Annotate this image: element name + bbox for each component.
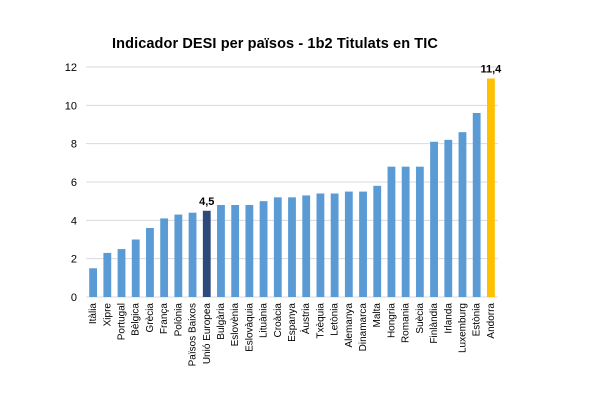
y-tick-label: 2	[71, 254, 77, 266]
chart-title: Indicador DESI per països - 1b2 Titulats…	[112, 36, 438, 52]
bar	[486, 78, 495, 297]
x-tick-label: Estònia	[472, 303, 483, 337]
x-tick-label: Portugal	[117, 303, 128, 340]
bar	[89, 268, 98, 297]
x-tick-label: Irlanda	[443, 303, 454, 334]
x-tick-label: França	[159, 303, 170, 335]
bar	[288, 197, 296, 297]
x-tick-label: Bèlgica	[131, 303, 142, 336]
bar	[231, 205, 240, 297]
data-label: 11,4	[480, 64, 502, 76]
bar	[131, 239, 140, 297]
bar	[430, 141, 438, 297]
bar	[146, 228, 154, 297]
bar	[188, 212, 197, 297]
y-tick-label: 0	[71, 292, 77, 304]
bar	[245, 205, 254, 297]
bar	[444, 139, 453, 297]
y-tick-label: 4	[71, 215, 77, 227]
x-tick-label: Malta	[372, 303, 383, 328]
x-tick-label: Hongria	[386, 303, 397, 338]
x-tick-label: Letònia	[330, 303, 341, 336]
y-tick-label: 8	[71, 139, 77, 151]
x-tick-label: Dinamarca	[358, 303, 369, 352]
y-tick-label: 12	[65, 62, 77, 74]
bar	[373, 185, 382, 297]
x-tick-label: Països Baixos	[188, 303, 199, 366]
x-tick-label: Andorra	[486, 303, 497, 339]
bar	[344, 191, 353, 297]
x-tick-label: Polònia	[173, 303, 184, 337]
x-tick-label: Àustria	[299, 303, 312, 335]
bar	[217, 205, 225, 297]
x-tick-label: Croàcia	[273, 303, 284, 338]
x-tick-label: Luxemburg	[457, 303, 468, 353]
x-tick-label: Espanya	[287, 303, 298, 342]
bar	[273, 197, 282, 297]
bar	[458, 132, 467, 297]
bar	[117, 249, 126, 297]
bar	[359, 191, 367, 297]
bar	[259, 201, 268, 297]
x-tick-label: Alemanya	[344, 303, 355, 348]
x-tick-label: Itàlia	[88, 303, 99, 325]
bar	[302, 195, 311, 297]
bar	[387, 166, 396, 297]
y-tick-label: 10	[65, 100, 77, 112]
data-label: 4,5	[199, 196, 214, 208]
bar	[316, 193, 325, 297]
y-tick-label: 6	[71, 177, 77, 189]
x-tick-label: Suècia	[415, 303, 426, 334]
x-tick-label: Txèquia	[315, 303, 326, 339]
bar	[401, 166, 410, 297]
x-tick-label: Eslovènia	[230, 303, 241, 347]
x-tick-label: Bulgària	[216, 303, 227, 340]
x-tick-label: Xipre	[102, 303, 113, 327]
x-tick-label: Unió Europea	[202, 303, 213, 365]
bar	[202, 210, 211, 297]
bar	[174, 214, 183, 297]
bar	[160, 218, 169, 297]
bar	[103, 252, 112, 297]
x-tick-label: Romania	[401, 303, 412, 343]
x-tick-label: Grècia	[145, 303, 156, 333]
x-tick-label: Finlàndia	[429, 303, 440, 344]
x-tick-label: Lituània	[259, 303, 270, 338]
bar	[330, 193, 339, 297]
bar	[472, 113, 481, 297]
bar	[415, 166, 424, 297]
x-tick-label: Eslovàquia	[244, 303, 255, 352]
